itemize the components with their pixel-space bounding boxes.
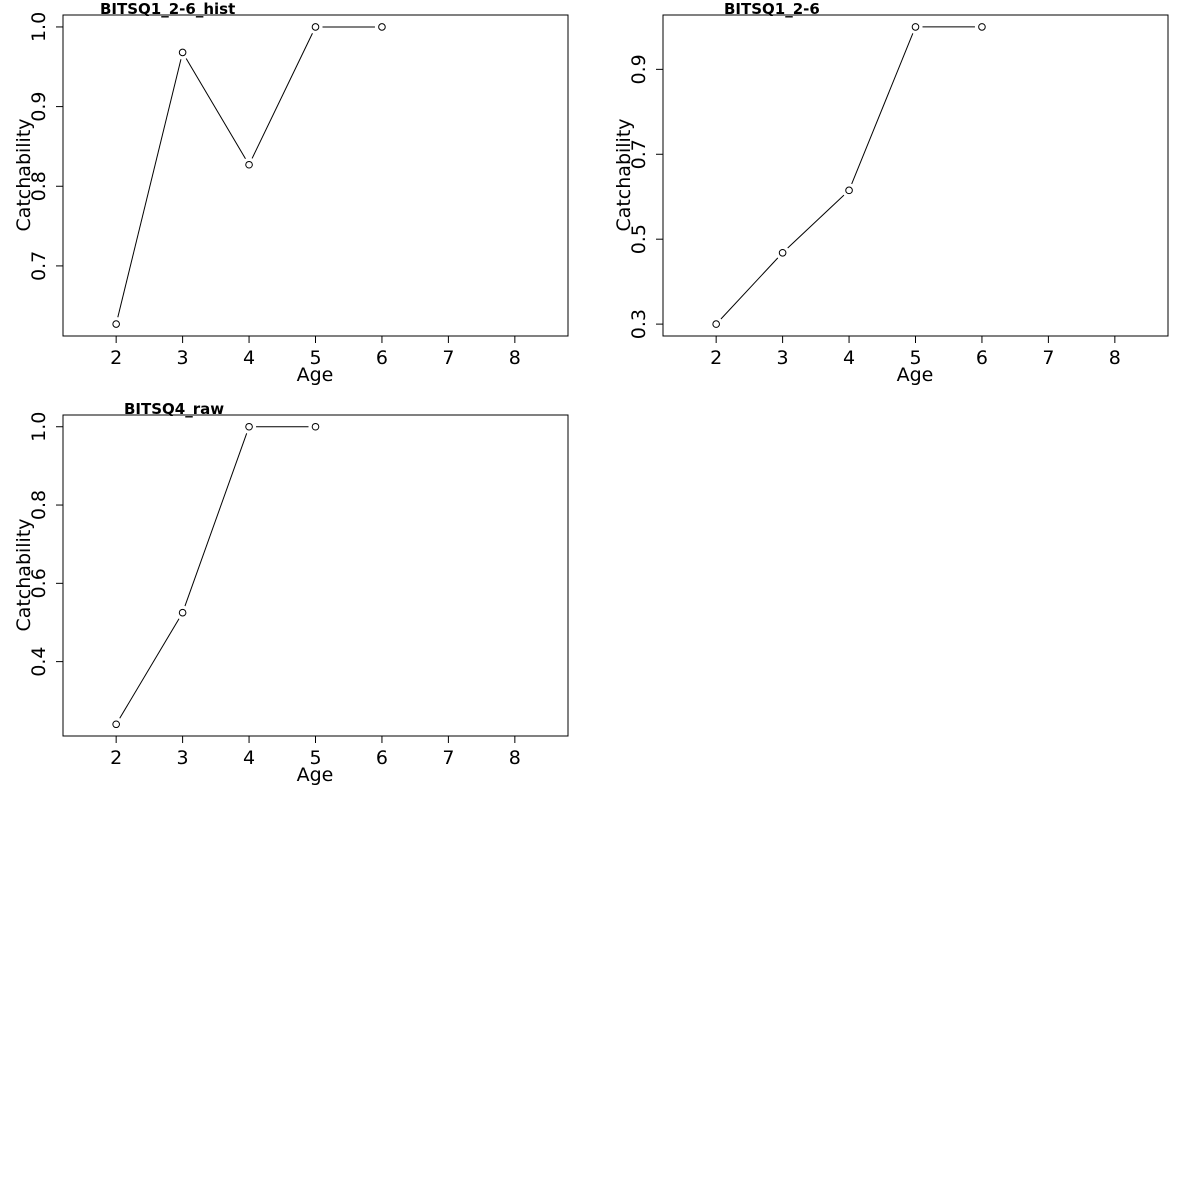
x-tick-label: 7 (1042, 347, 1054, 369)
x-tick-label: 8 (509, 747, 521, 769)
panel-bitsq4-raw: BITSQ4_raw Age Catchability 2 3 4 5 6 7 8 0.4 0.… (13, 400, 569, 786)
x-tick-label: 5 (309, 347, 321, 369)
data-point (178, 608, 187, 617)
series-line-segment (117, 59, 182, 318)
y-axis-label: Catchability (613, 118, 635, 231)
y-tick-label: 0.5 (628, 224, 650, 254)
y-tick-label: 0.7 (628, 139, 650, 169)
y-tick-label: 1.0 (28, 412, 50, 442)
series-line-segment (720, 257, 779, 320)
x-tick-label: 3 (177, 347, 189, 369)
x-tick-label: 4 (243, 347, 255, 369)
x-tick-label: 7 (442, 747, 454, 769)
series-line-segment (119, 618, 180, 719)
x-axis-label: Age (297, 764, 334, 786)
x-tick-label: 6 (376, 347, 388, 369)
plot-frame (62, 14, 569, 337)
x-tick-label: 6 (976, 347, 988, 369)
x-tick-label: 8 (509, 347, 521, 369)
data-point (178, 48, 187, 57)
panel-bitsq1-hist: BITSQ1_2-6_hist Age Catchability 2 3 4 5 6 7 8… (13, 0, 569, 386)
plot-frame (62, 414, 569, 737)
x-tick-label: 7 (442, 347, 454, 369)
y-tick-label: 0.4 (28, 647, 50, 677)
series-line-segment (185, 58, 246, 159)
x-axis-label: Age (297, 364, 334, 386)
data-point (978, 23, 986, 31)
x-tick-label: 2 (710, 347, 722, 369)
y-axis-label: Catchability (13, 118, 35, 231)
y-tick-label: 0.9 (628, 54, 650, 84)
x-tick-label: 5 (909, 347, 921, 369)
data-point (311, 422, 320, 431)
data-point (712, 320, 720, 328)
y-tick-label: 1.0 (28, 12, 50, 42)
data-point (911, 23, 920, 31)
series-line-segment (184, 433, 248, 607)
x-tick-label: 2 (110, 347, 122, 369)
series-line-segment (851, 33, 914, 185)
x-tick-label: 2 (110, 747, 122, 769)
x-tick-label: 5 (309, 747, 321, 769)
x-tick-label: 3 (777, 347, 789, 369)
y-axis-label: Catchability (13, 518, 35, 631)
y-tick-label: 0.7 (28, 251, 50, 281)
y-tick-label: 0.6 (28, 568, 50, 598)
y-tick-label: 0.3 (628, 309, 650, 339)
panel-bitsq1: BITSQ1_2-6 Age Catchability 2 3 4 5 6 7 8 0.3 0.… (613, 0, 1169, 386)
x-tick-label: 8 (1109, 347, 1121, 369)
panel-title: BITSQ1_2-6 (724, 0, 820, 18)
series-line-segment (787, 194, 845, 249)
data-point (112, 320, 120, 328)
data-point (778, 248, 787, 257)
y-tick-label: 0.9 (28, 91, 50, 121)
panel-title: BITSQ4_raw (124, 400, 224, 418)
y-tick-label: 0.8 (28, 490, 50, 520)
data-point (112, 720, 120, 729)
plot-frame (662, 14, 1169, 337)
data-point (245, 160, 253, 169)
x-tick-label: 4 (843, 347, 855, 369)
x-tick-label: 6 (376, 747, 388, 769)
x-tick-label: 3 (177, 747, 189, 769)
x-tick-label: 4 (243, 747, 255, 769)
data-point (245, 422, 253, 431)
data-point (311, 23, 320, 31)
series-line-segment (251, 33, 313, 159)
y-tick-label: 0.8 (28, 171, 50, 201)
data-point (378, 23, 386, 31)
panel-title: BITSQ1_2-6_hist (100, 0, 235, 18)
data-point (845, 186, 853, 195)
x-axis-label: Age (897, 364, 934, 386)
